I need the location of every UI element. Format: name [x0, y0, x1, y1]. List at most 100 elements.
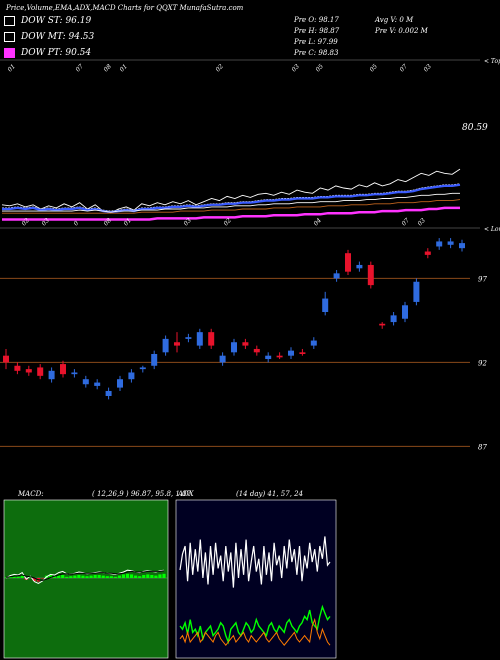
adx-title: ADX [177, 490, 195, 498]
macd-hist-bar [28, 576, 32, 578]
macd-hist-bar [97, 575, 101, 578]
panel1-x-tick-label: 07 [74, 63, 84, 73]
macd-hist-bar [69, 576, 73, 578]
candle-body [288, 350, 294, 356]
legend-swatch-st [4, 16, 15, 26]
panel1-series-line [2, 183, 461, 214]
macd-hist-bar [89, 575, 93, 578]
panel1-series-line [2, 199, 461, 214]
candle-body [48, 370, 55, 380]
candle-body [94, 382, 101, 386]
legend-label-st: DOW ST: 96.19 [21, 16, 92, 26]
candle-body [436, 241, 443, 247]
stat-pre-volume: Pre V: 0.002 M [375, 27, 428, 35]
candle-body [185, 337, 192, 339]
legend-label-pt: DOW PT: 90.54 [21, 48, 92, 58]
macd-hist-bar [101, 575, 105, 578]
macd-hist-bar [109, 576, 113, 578]
macd-hist-bar [138, 576, 142, 578]
panel2-x-tick-label: 04 [312, 217, 322, 227]
candle-body [139, 367, 146, 370]
candle-body [117, 379, 123, 388]
panel1-value-label: 80.59 [462, 123, 488, 133]
panel2-x-tick-label: 03 [40, 217, 50, 227]
panel1-series-line [1, 168, 461, 214]
panel2-x-tick-label: 03 [182, 217, 192, 227]
panel2-x-tick-label: 02 [222, 217, 232, 227]
chart-page-title: Price,Volume,EMA,ADX,MACD Charts for QQX… [6, 4, 244, 12]
adx-minus-di-line [179, 617, 331, 647]
adx-panel-bg [175, 499, 337, 659]
panel2-y-tick-label: 97 [478, 275, 487, 283]
macd-hist-bar [85, 576, 89, 578]
candle-body [37, 367, 44, 376]
candle-body [151, 354, 158, 366]
macd-hist-bar [57, 575, 61, 578]
macd-hist-bar [53, 576, 57, 578]
panel1-tops-tag: < Tops [484, 58, 500, 65]
legend-swatch-mt [4, 32, 15, 42]
panel2-x-tick-label: 02 [20, 217, 30, 227]
macd-hist-bar [142, 575, 146, 578]
macd-hist-bar [117, 575, 122, 578]
candle-body [322, 298, 329, 312]
candle-body [299, 352, 306, 354]
panel2-x-tick-label: 0 [72, 220, 80, 228]
stat-pre-high: Pre H: 98.87 [294, 27, 340, 35]
panel1-x-tick-label: 03 [422, 63, 432, 73]
candle-body [345, 253, 351, 272]
panel2-x-tick-label: 01 [122, 217, 132, 227]
macd-hist-bar [93, 575, 97, 578]
candle-body [367, 264, 374, 286]
candle-body [333, 273, 340, 279]
panel1-x-tick-label: 05 [314, 63, 324, 73]
legend-label-mt: DOW MT: 94.53 [21, 32, 95, 42]
candle-body [105, 390, 112, 396]
panel2-x-tick-label: 03 [416, 217, 426, 227]
legend-dow-mt: DOW MT: 94.53 [4, 30, 94, 44]
macd-hist-bar [61, 575, 65, 578]
macd-hist-bar [129, 574, 134, 578]
stat-avg-volume: Avg V: 0 M [375, 16, 414, 24]
panel2-x-tick-label: 07 [400, 217, 410, 227]
panel2-lows-tag: < Lows [484, 226, 500, 233]
candle-body [25, 369, 32, 373]
panel1-series-line [2, 192, 460, 213]
legend-dow-pt: DOW PT: 90.54 [4, 46, 91, 60]
legend-swatch-pt [4, 48, 15, 58]
macd-hist-bar [158, 574, 162, 578]
candle-body [413, 281, 420, 302]
candle-body [60, 364, 66, 375]
candle-body [231, 342, 237, 353]
panel2-y-tick-label: 87 [478, 443, 487, 451]
stat-pre-close: Pre C: 98.83 [294, 49, 339, 57]
candle-body [379, 323, 386, 326]
panel1-x-tick-label: 05 [368, 63, 378, 73]
macd-hist-bar [12, 575, 16, 578]
candle-body [276, 355, 283, 358]
candle-body [253, 348, 260, 353]
macd-hist-bar [134, 575, 138, 578]
stat-pre-low: Pre L: 97.99 [294, 38, 338, 46]
macd-hist-bar [77, 575, 81, 578]
macd-hist-bar [121, 574, 126, 578]
panel1-x-tick-label: 08 [102, 63, 112, 73]
candle-body [174, 342, 180, 346]
macd-hist-bar [150, 575, 154, 578]
candle-body [424, 251, 431, 255]
macd-hist-bar [20, 575, 24, 578]
candle-body [162, 338, 169, 353]
macd-hist-bar [16, 576, 20, 578]
candle-body [14, 365, 21, 371]
macd-hist-bar [48, 575, 53, 578]
macd-hist-bar [146, 574, 150, 578]
panel2-x-tick-label: 08 [102, 217, 112, 227]
panel1-x-tick-label: 01 [6, 63, 16, 73]
stat-pre-open: Pre O: 98.17 [294, 16, 339, 24]
panel2-y-tick-label: 92 [478, 359, 487, 367]
candle-body [208, 332, 215, 346]
candle-body [459, 243, 465, 249]
macd-panel-bg [3, 499, 169, 659]
candle-body [219, 355, 226, 363]
panel1-x-tick-label: 03 [290, 63, 300, 73]
